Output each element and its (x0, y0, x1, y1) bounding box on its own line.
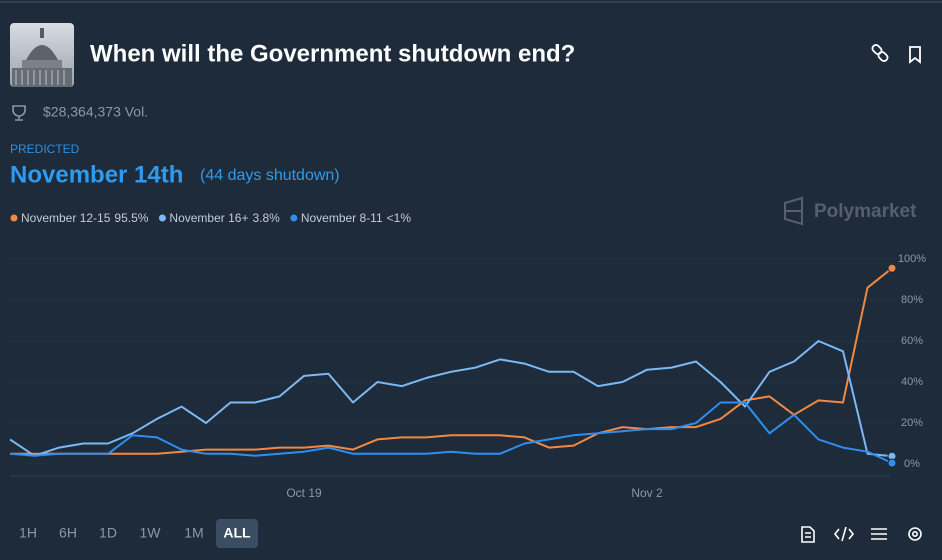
y-tick-label: 60% (901, 335, 923, 347)
legend-entry: November 16+ 3.8% (169, 211, 280, 225)
series-line (9, 340, 893, 458)
y-tick-label: 40% (901, 376, 923, 388)
predicted-label: PREDICTED (10, 142, 80, 156)
range-button[interactable]: 6H (59, 525, 77, 541)
gear-button[interactable] (908, 527, 922, 541)
volume: $28,364,373 Vol. (43, 104, 148, 120)
title: When will the Government shutdown end? (90, 40, 575, 67)
brand-logo (784, 196, 803, 226)
legend-swatch (10, 214, 18, 222)
trophy-icon (12, 105, 26, 121)
range-button[interactable]: 1D (99, 525, 117, 541)
legend-swatch (290, 214, 298, 222)
legend-value: 95.5% (114, 211, 148, 225)
legend-value: <1% (387, 211, 412, 225)
legend-swatch (158, 214, 166, 222)
legend-entry: November 12-15 95.5% (21, 211, 149, 225)
range-button-active[interactable] (216, 519, 258, 548)
doc-button[interactable] (801, 526, 815, 543)
predicted-outcome: November 14th (10, 161, 183, 188)
legend-value: 3.8% (252, 211, 280, 225)
series-line (10, 267, 893, 455)
legend-name: November 8-11 (301, 211, 383, 225)
legend-name: November 12-15 (21, 211, 111, 225)
toolbar (801, 526, 922, 543)
series-line (9, 401, 893, 464)
brand-name: Polymarket (814, 201, 917, 222)
range-button[interactable]: 1H (19, 525, 37, 541)
market-image (10, 23, 74, 87)
embed-button[interactable] (833, 526, 855, 542)
range-button[interactable]: 1M (184, 525, 203, 541)
legend-name: November 16+ (169, 211, 248, 225)
x-tick-label: Oct 19 (286, 486, 322, 500)
plot: 0% 20% 40% 60% 80% 100% Oct 19 Nov 2 (9, 253, 926, 500)
end-point (887, 458, 897, 468)
bookmark-button[interactable] (909, 46, 921, 64)
range-button[interactable]: ALL (223, 525, 251, 541)
y-tick-label: 20% (901, 417, 923, 429)
y-tick-label: 100% (898, 253, 926, 265)
y-tick-label: 0% (904, 458, 920, 470)
link-button[interactable] (871, 43, 889, 62)
predicted-detail: (44 days shutdown) (200, 167, 340, 184)
y-tick-label: 80% (901, 294, 923, 306)
x-tick-label: Nov 2 (631, 486, 663, 500)
end-point (887, 263, 897, 273)
legend-entry: November 8-11 <1% (301, 211, 412, 225)
range-button[interactable]: 1W (140, 525, 162, 541)
settings-sliders-button[interactable] (871, 528, 887, 540)
